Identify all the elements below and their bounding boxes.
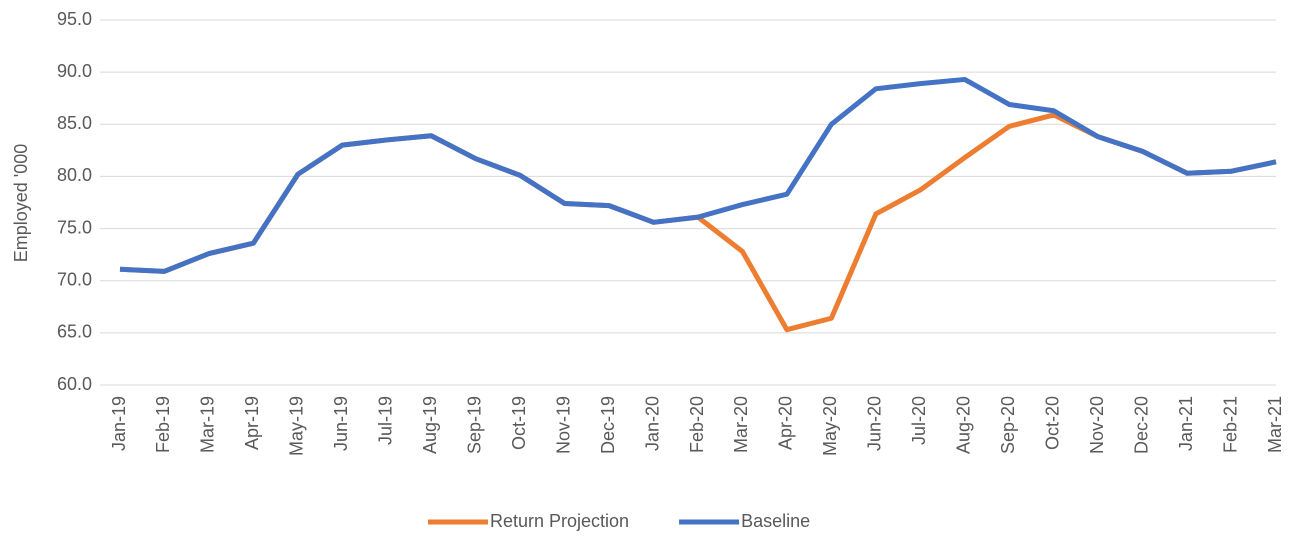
y-tick-label: 95.0 (57, 9, 92, 29)
legend-label: Baseline (741, 511, 810, 531)
y-tick-label: 85.0 (57, 113, 92, 133)
x-tick-label: Oct-19 (509, 396, 529, 450)
x-tick-label: Jul-20 (909, 396, 929, 445)
x-tick-label: Oct-20 (1042, 396, 1062, 450)
y-tick-label: 80.0 (57, 165, 92, 185)
y-tick-label: 65.0 (57, 322, 92, 342)
x-tick-label: Nov-20 (1087, 396, 1107, 454)
x-tick-label: Dec-19 (598, 396, 618, 454)
x-tick-label: Nov-19 (553, 396, 573, 454)
x-tick-label: Feb-19 (153, 396, 173, 453)
x-tick-label: Sep-20 (998, 396, 1018, 454)
y-tick-label: 60.0 (57, 374, 92, 394)
x-tick-label: Apr-20 (776, 396, 796, 450)
x-tick-label: Mar-20 (731, 396, 751, 453)
x-tick-label: Apr-19 (242, 396, 262, 450)
x-tick-label: Mar-19 (198, 396, 218, 453)
legend-label: Return Projection (490, 511, 629, 531)
y-tick-label: 90.0 (57, 61, 92, 81)
y-tick-label: 70.0 (57, 269, 92, 289)
x-tick-label: Jan-20 (642, 396, 662, 451)
x-tick-label: Sep-19 (464, 396, 484, 454)
x-tick-label: Jul-19 (376, 396, 396, 445)
x-tick-label: Mar-21 (1265, 396, 1285, 453)
x-tick-label: Jan-21 (1176, 396, 1196, 451)
x-tick-label: Dec-20 (1131, 396, 1151, 454)
x-tick-label: Aug-20 (954, 396, 974, 454)
series-line (119, 112, 1277, 333)
x-tick-label: Jan-19 (109, 396, 129, 451)
x-tick-label: Jun-19 (331, 396, 351, 451)
x-tick-label: Feb-20 (687, 396, 707, 453)
series-line (119, 76, 1277, 274)
x-tick-label: May-20 (820, 396, 840, 456)
x-tick-label: May-19 (287, 396, 307, 456)
y-axis-title: Employed '000 (11, 144, 31, 263)
y-tick-label: 75.0 (57, 217, 92, 237)
x-tick-label: Aug-19 (420, 396, 440, 454)
x-tick-label: Jun-20 (865, 396, 885, 451)
x-tick-label: Feb-21 (1220, 396, 1240, 453)
